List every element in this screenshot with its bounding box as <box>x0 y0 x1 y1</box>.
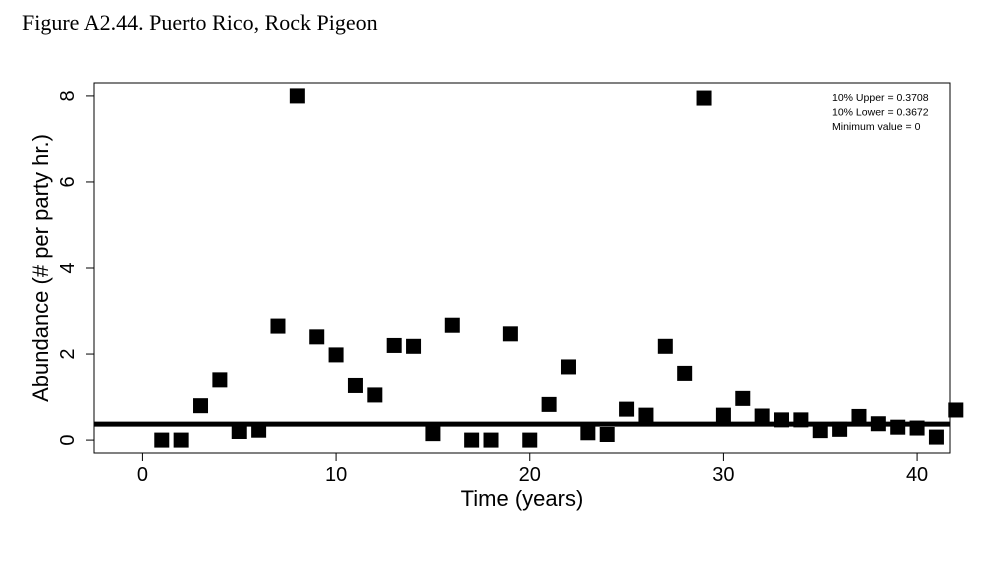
data-point <box>832 421 848 437</box>
data-point <box>812 423 828 439</box>
data-point <box>870 416 886 432</box>
data-point <box>522 432 538 448</box>
data-point <box>580 425 596 441</box>
data-point <box>657 338 673 354</box>
threshold-annotation: 10% Lower = 0.3672 <box>832 107 929 119</box>
data-point <box>464 432 480 448</box>
data-point <box>774 412 790 428</box>
data-point <box>735 390 751 406</box>
data-point <box>212 372 228 388</box>
y-tick-label: 6 <box>57 176 79 187</box>
data-point <box>173 432 189 448</box>
threshold-annotation: 10% Upper = 0.3708 <box>832 92 929 104</box>
data-point <box>560 359 576 375</box>
x-tick-label: 20 <box>519 464 541 486</box>
data-point <box>677 365 693 381</box>
x-tick-label: 30 <box>712 464 734 486</box>
data-point <box>715 407 731 423</box>
data-point <box>270 318 286 334</box>
x-tick-label: 10 <box>325 464 347 486</box>
y-tick-label: 0 <box>57 435 79 446</box>
data-point <box>386 337 402 353</box>
data-point <box>231 423 247 439</box>
data-point <box>367 387 383 403</box>
data-point <box>193 398 209 414</box>
figure-title: Figure A2.44. Puerto Rico, Rock Pigeon <box>22 10 378 35</box>
data-point <box>619 401 635 417</box>
data-point <box>251 422 267 438</box>
data-point <box>406 338 422 354</box>
y-tick-label: 2 <box>57 348 79 359</box>
data-point <box>696 90 712 106</box>
plot-frame <box>93 82 951 454</box>
data-point <box>309 329 325 345</box>
data-point <box>541 396 557 412</box>
data-point <box>599 427 615 442</box>
threshold-legend: 10% Upper = 0.3708 10% Lower = 0.3672 Mini… <box>832 92 929 133</box>
data-point <box>347 377 363 393</box>
data-point <box>483 432 499 448</box>
data-point <box>444 317 460 333</box>
x-tick-label: 40 <box>906 464 928 486</box>
y-axis-label: Abundance (# per party hr.) <box>28 134 53 402</box>
threshold-annotation: Minimum value = 0 <box>832 121 921 133</box>
data-point <box>154 432 170 448</box>
data-point <box>289 88 305 104</box>
x-tick-label: 0 <box>137 464 148 486</box>
x-axis-label: Time (years) <box>461 486 584 511</box>
data-point <box>328 347 344 363</box>
data-point <box>754 408 770 424</box>
data-point <box>909 420 925 436</box>
y-tick-label: 4 <box>57 262 79 273</box>
data-point <box>890 419 906 435</box>
data-point <box>851 408 867 424</box>
data-point <box>638 407 654 423</box>
data-point <box>928 429 944 445</box>
data-point <box>948 402 964 418</box>
data-point <box>793 412 809 428</box>
data-point <box>502 326 518 342</box>
data-point <box>425 426 441 442</box>
y-tick-label: 8 <box>57 90 79 101</box>
